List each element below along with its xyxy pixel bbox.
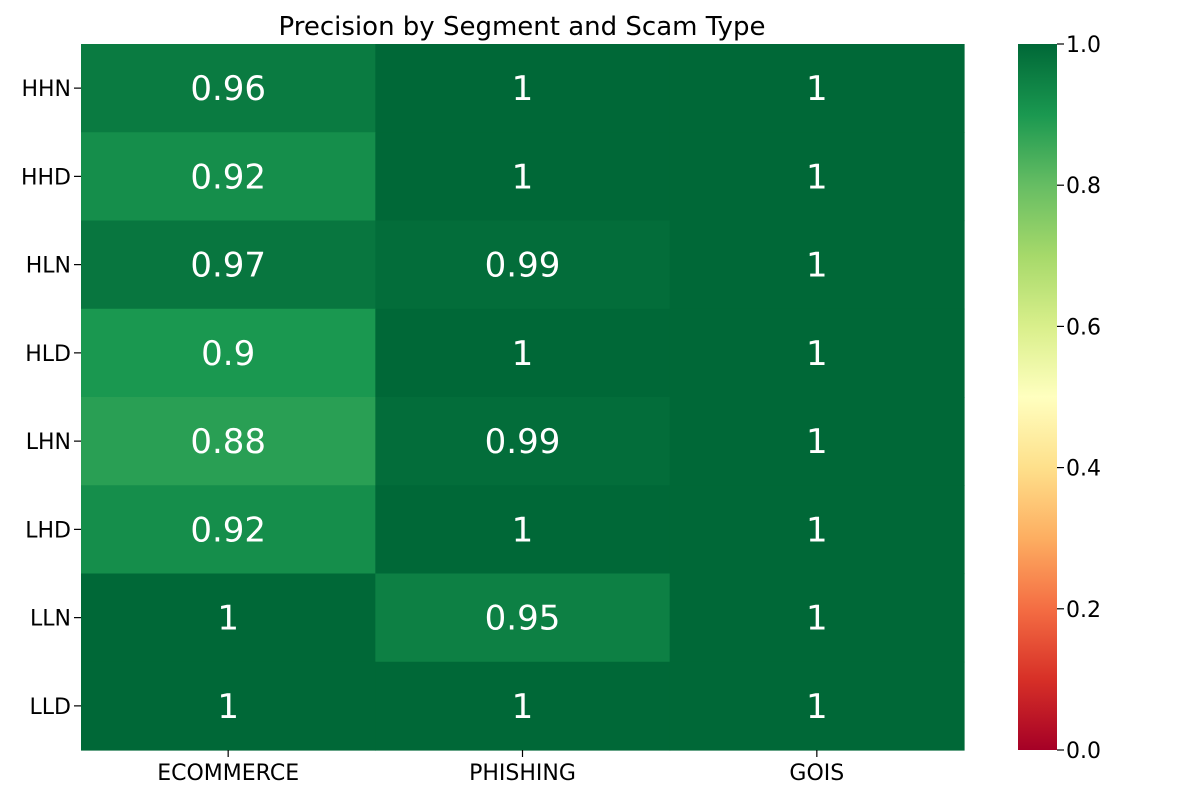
colorbar-tick-label: 0.8: [1066, 174, 1101, 199]
cell-value-label: 0.92: [190, 157, 266, 197]
colorbar-tick-label: 1.0: [1066, 33, 1101, 58]
cell-value-label: 1: [806, 69, 828, 109]
cell-value-label: 0.99: [485, 246, 561, 286]
cell-value-label: 0.92: [190, 510, 266, 550]
cell-value-label: 1: [217, 687, 239, 727]
colorbar-tick-label: 0.0: [1066, 739, 1101, 764]
colorbar-tick-label: 0.6: [1066, 315, 1101, 340]
cell-value-label: 1: [806, 599, 828, 639]
cell-value-label: 1: [512, 510, 534, 550]
x-axis: ECOMMERCE PHISHING GOIS: [157, 750, 844, 786]
x-tick-label: GOIS: [789, 761, 844, 786]
y-tick-label: HHN: [21, 77, 71, 102]
cell-value-label: 0.96: [190, 69, 266, 109]
y-tick-label: HHD: [21, 165, 71, 190]
x-tick-label: PHISHING: [469, 761, 576, 786]
y-tick-label: LLN: [30, 607, 71, 632]
colorbar: 0.0 0.2 0.4 0.6 0.8 1.0: [1018, 33, 1101, 764]
cell-value-label: 0.88: [190, 422, 266, 462]
cell-value-label: 1: [806, 334, 828, 374]
cell-value-label: 1: [512, 334, 534, 374]
cell-value-label: 1: [806, 246, 828, 286]
y-tick-label: HLD: [25, 342, 71, 367]
cell-value-label: 1: [806, 422, 828, 462]
y-axis: HHN HHD HLN HLD LHN LHD LLN LLD: [21, 77, 81, 720]
cell-value-label: 0.99: [485, 422, 561, 462]
colorbar-tick-label: 0.4: [1066, 457, 1101, 482]
cell-value-label: 0.9: [201, 334, 255, 374]
cell-value-label: 1: [806, 687, 828, 727]
cell-value-label: 0.97: [190, 246, 266, 286]
y-tick-label: HLN: [26, 254, 71, 279]
chart-title: Precision by Segment and Scam Type: [279, 12, 766, 42]
cell-value-label: 0.95: [485, 599, 561, 639]
cell-value-label: 1: [806, 157, 828, 197]
colorbar-tick-label: 0.2: [1066, 598, 1101, 623]
heatmap-cells: [81, 44, 965, 751]
colorbar-gradient: [1018, 44, 1057, 750]
y-tick-label: LLD: [30, 695, 71, 720]
cell-value-label: 1: [512, 687, 534, 727]
cell-value-label: 1: [806, 510, 828, 550]
y-tick-label: LHN: [26, 430, 71, 455]
y-tick-label: LHD: [25, 518, 71, 543]
cell-value-label: 1: [217, 599, 239, 639]
cell-value-label: 1: [512, 157, 534, 197]
x-tick-label: ECOMMERCE: [157, 761, 299, 786]
cell-value-label: 1: [512, 69, 534, 109]
